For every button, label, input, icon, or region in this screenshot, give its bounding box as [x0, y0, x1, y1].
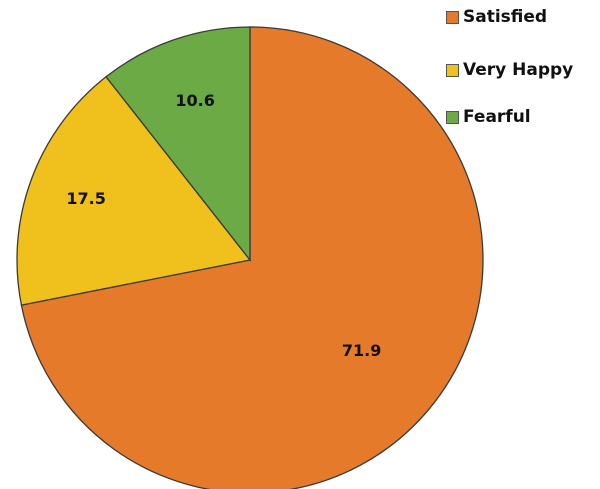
legend-swatch-satisfied — [446, 10, 459, 24]
pie-slice-satisfied — [20, 26, 484, 489]
legend-item-fearful: Fearful — [446, 107, 531, 127]
legend-swatch-very-happy — [446, 63, 459, 77]
pie-slice-very-happy — [16, 75, 252, 306]
pie-data-labels: 71.9 17.5 10.6 — [66, 91, 381, 360]
legend-label-satisfied: Satisfied — [463, 7, 548, 27]
data-label-satisfied: 71.9 — [342, 341, 381, 360]
pie-slices — [16, 26, 484, 489]
legend-label-very-happy: Very Happy — [463, 60, 574, 80]
data-label-very-happy: 17.5 — [66, 189, 105, 208]
legend-item-satisfied: Satisfied — [446, 7, 547, 27]
data-label-fearful: 10.6 — [175, 91, 214, 110]
legend-swatch-fearful — [446, 110, 459, 124]
legend-label-fearful: Fearful — [463, 107, 531, 127]
legend-item-very-happy: Very Happy — [446, 60, 573, 80]
pie-slice-fearful — [105, 26, 251, 262]
